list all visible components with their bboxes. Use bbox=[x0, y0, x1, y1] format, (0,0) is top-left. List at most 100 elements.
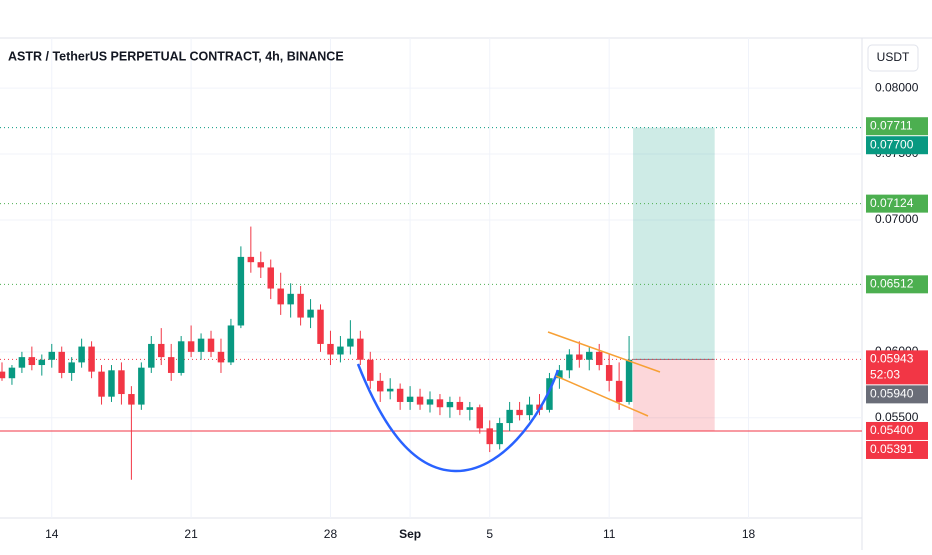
candle-body bbox=[287, 293, 294, 305]
candle-body bbox=[207, 338, 215, 352]
currency-button-label[interactable]: USDT bbox=[877, 50, 910, 64]
price-label-box bbox=[866, 440, 928, 459]
x-tick-label: 14 bbox=[45, 527, 59, 541]
candle-body bbox=[237, 256, 245, 326]
position-tool bbox=[633, 127, 715, 431]
price-levels bbox=[0, 127, 862, 432]
candle-body bbox=[78, 346, 85, 363]
symbol-title: ASTR / TetherUS PERPETUAL CONTRACT, 4h, … bbox=[8, 49, 344, 63]
candle-body bbox=[148, 343, 155, 368]
x-tick-label: 28 bbox=[324, 527, 338, 541]
candle-body bbox=[8, 367, 16, 379]
price-label-box bbox=[866, 275, 928, 294]
candle-body bbox=[595, 351, 603, 366]
candle-body bbox=[446, 401, 454, 408]
candle-body bbox=[217, 351, 225, 363]
candle-body bbox=[58, 351, 65, 373]
price-label: 0.05940 bbox=[870, 387, 914, 401]
candle-body bbox=[426, 399, 434, 405]
x-tick-label: Sep bbox=[399, 527, 421, 541]
x-tick-label: 11 bbox=[603, 527, 616, 541]
price-label: 0.07711 bbox=[870, 118, 913, 132]
price-label-box bbox=[866, 136, 928, 155]
candle-body bbox=[516, 409, 523, 416]
candle-body bbox=[586, 351, 593, 360]
candle-body bbox=[367, 359, 374, 381]
candle-body bbox=[486, 428, 493, 445]
currency-button[interactable] bbox=[867, 44, 919, 72]
candle-body bbox=[406, 396, 414, 402]
x-tick-label: 21 bbox=[184, 527, 198, 541]
channel-lower bbox=[555, 375, 649, 417]
candle-body bbox=[197, 338, 205, 352]
candle-body bbox=[0, 371, 6, 379]
profit-zone bbox=[633, 127, 715, 360]
price-label-box bbox=[866, 194, 928, 213]
price-label: 0.05391 bbox=[870, 442, 914, 456]
candle-body bbox=[377, 380, 384, 392]
candle-body bbox=[496, 423, 503, 445]
candle-body bbox=[277, 288, 284, 305]
loss-zone bbox=[633, 359, 715, 431]
candle-body bbox=[118, 370, 125, 395]
candle-body bbox=[138, 367, 145, 405]
candle-body bbox=[327, 343, 334, 355]
candle-body bbox=[526, 404, 533, 416]
candle-body bbox=[128, 394, 135, 405]
countdown: 52:03 bbox=[870, 368, 900, 382]
candle-body bbox=[88, 346, 95, 372]
candle-body bbox=[436, 399, 444, 408]
candle-body bbox=[247, 256, 255, 263]
candle-body bbox=[257, 262, 265, 268]
y-tick-label: 0.07000 bbox=[875, 212, 919, 226]
candle-body bbox=[556, 370, 563, 379]
candle-body bbox=[48, 351, 55, 360]
candle-body bbox=[566, 354, 573, 371]
candle-body bbox=[466, 407, 474, 410]
candle-body bbox=[28, 357, 36, 366]
candle-body bbox=[456, 401, 464, 410]
y-tick-label: 0.05500 bbox=[875, 410, 919, 424]
candle-body bbox=[108, 370, 115, 397]
candle-body bbox=[98, 371, 105, 397]
candle-body bbox=[357, 338, 364, 360]
price-label: 0.07124 bbox=[870, 196, 914, 210]
candles bbox=[0, 226, 633, 480]
candle-body bbox=[386, 388, 394, 392]
x-tick-label: 18 bbox=[742, 527, 756, 541]
price-label-box bbox=[866, 350, 928, 385]
candle-body bbox=[267, 267, 274, 289]
y-tick-label: 0.08000 bbox=[875, 80, 919, 94]
candle-body bbox=[177, 341, 185, 373]
price-label-box bbox=[866, 421, 928, 440]
candle-body bbox=[187, 341, 195, 352]
axes: 0.080000.075000.070000.060000.0550014212… bbox=[45, 80, 928, 541]
candle-body bbox=[416, 396, 424, 405]
candle-body bbox=[337, 346, 344, 355]
candle-body bbox=[68, 362, 75, 373]
candle-body bbox=[396, 388, 404, 402]
candle-body bbox=[227, 325, 235, 363]
price-label-box bbox=[866, 385, 928, 404]
candle-body bbox=[317, 309, 324, 344]
candle-body bbox=[158, 343, 165, 358]
candle-body bbox=[625, 359, 633, 402]
price-label: 0.05400 bbox=[870, 423, 914, 437]
candle-body bbox=[18, 357, 26, 368]
candle-body bbox=[476, 407, 484, 429]
candle-body bbox=[347, 338, 354, 347]
candle-body bbox=[167, 357, 175, 373]
x-tick-label: 5 bbox=[486, 527, 493, 541]
candle-body bbox=[297, 293, 304, 318]
candle-body bbox=[506, 409, 513, 424]
price-label: 0.06512 bbox=[870, 277, 914, 291]
channel-upper bbox=[547, 331, 661, 373]
price-label-box bbox=[866, 117, 928, 136]
candle-body bbox=[38, 359, 46, 366]
candle-body bbox=[576, 354, 583, 360]
candle-body bbox=[615, 380, 623, 402]
candle-body bbox=[605, 365, 613, 381]
price-label: 0.05943 bbox=[870, 352, 914, 366]
